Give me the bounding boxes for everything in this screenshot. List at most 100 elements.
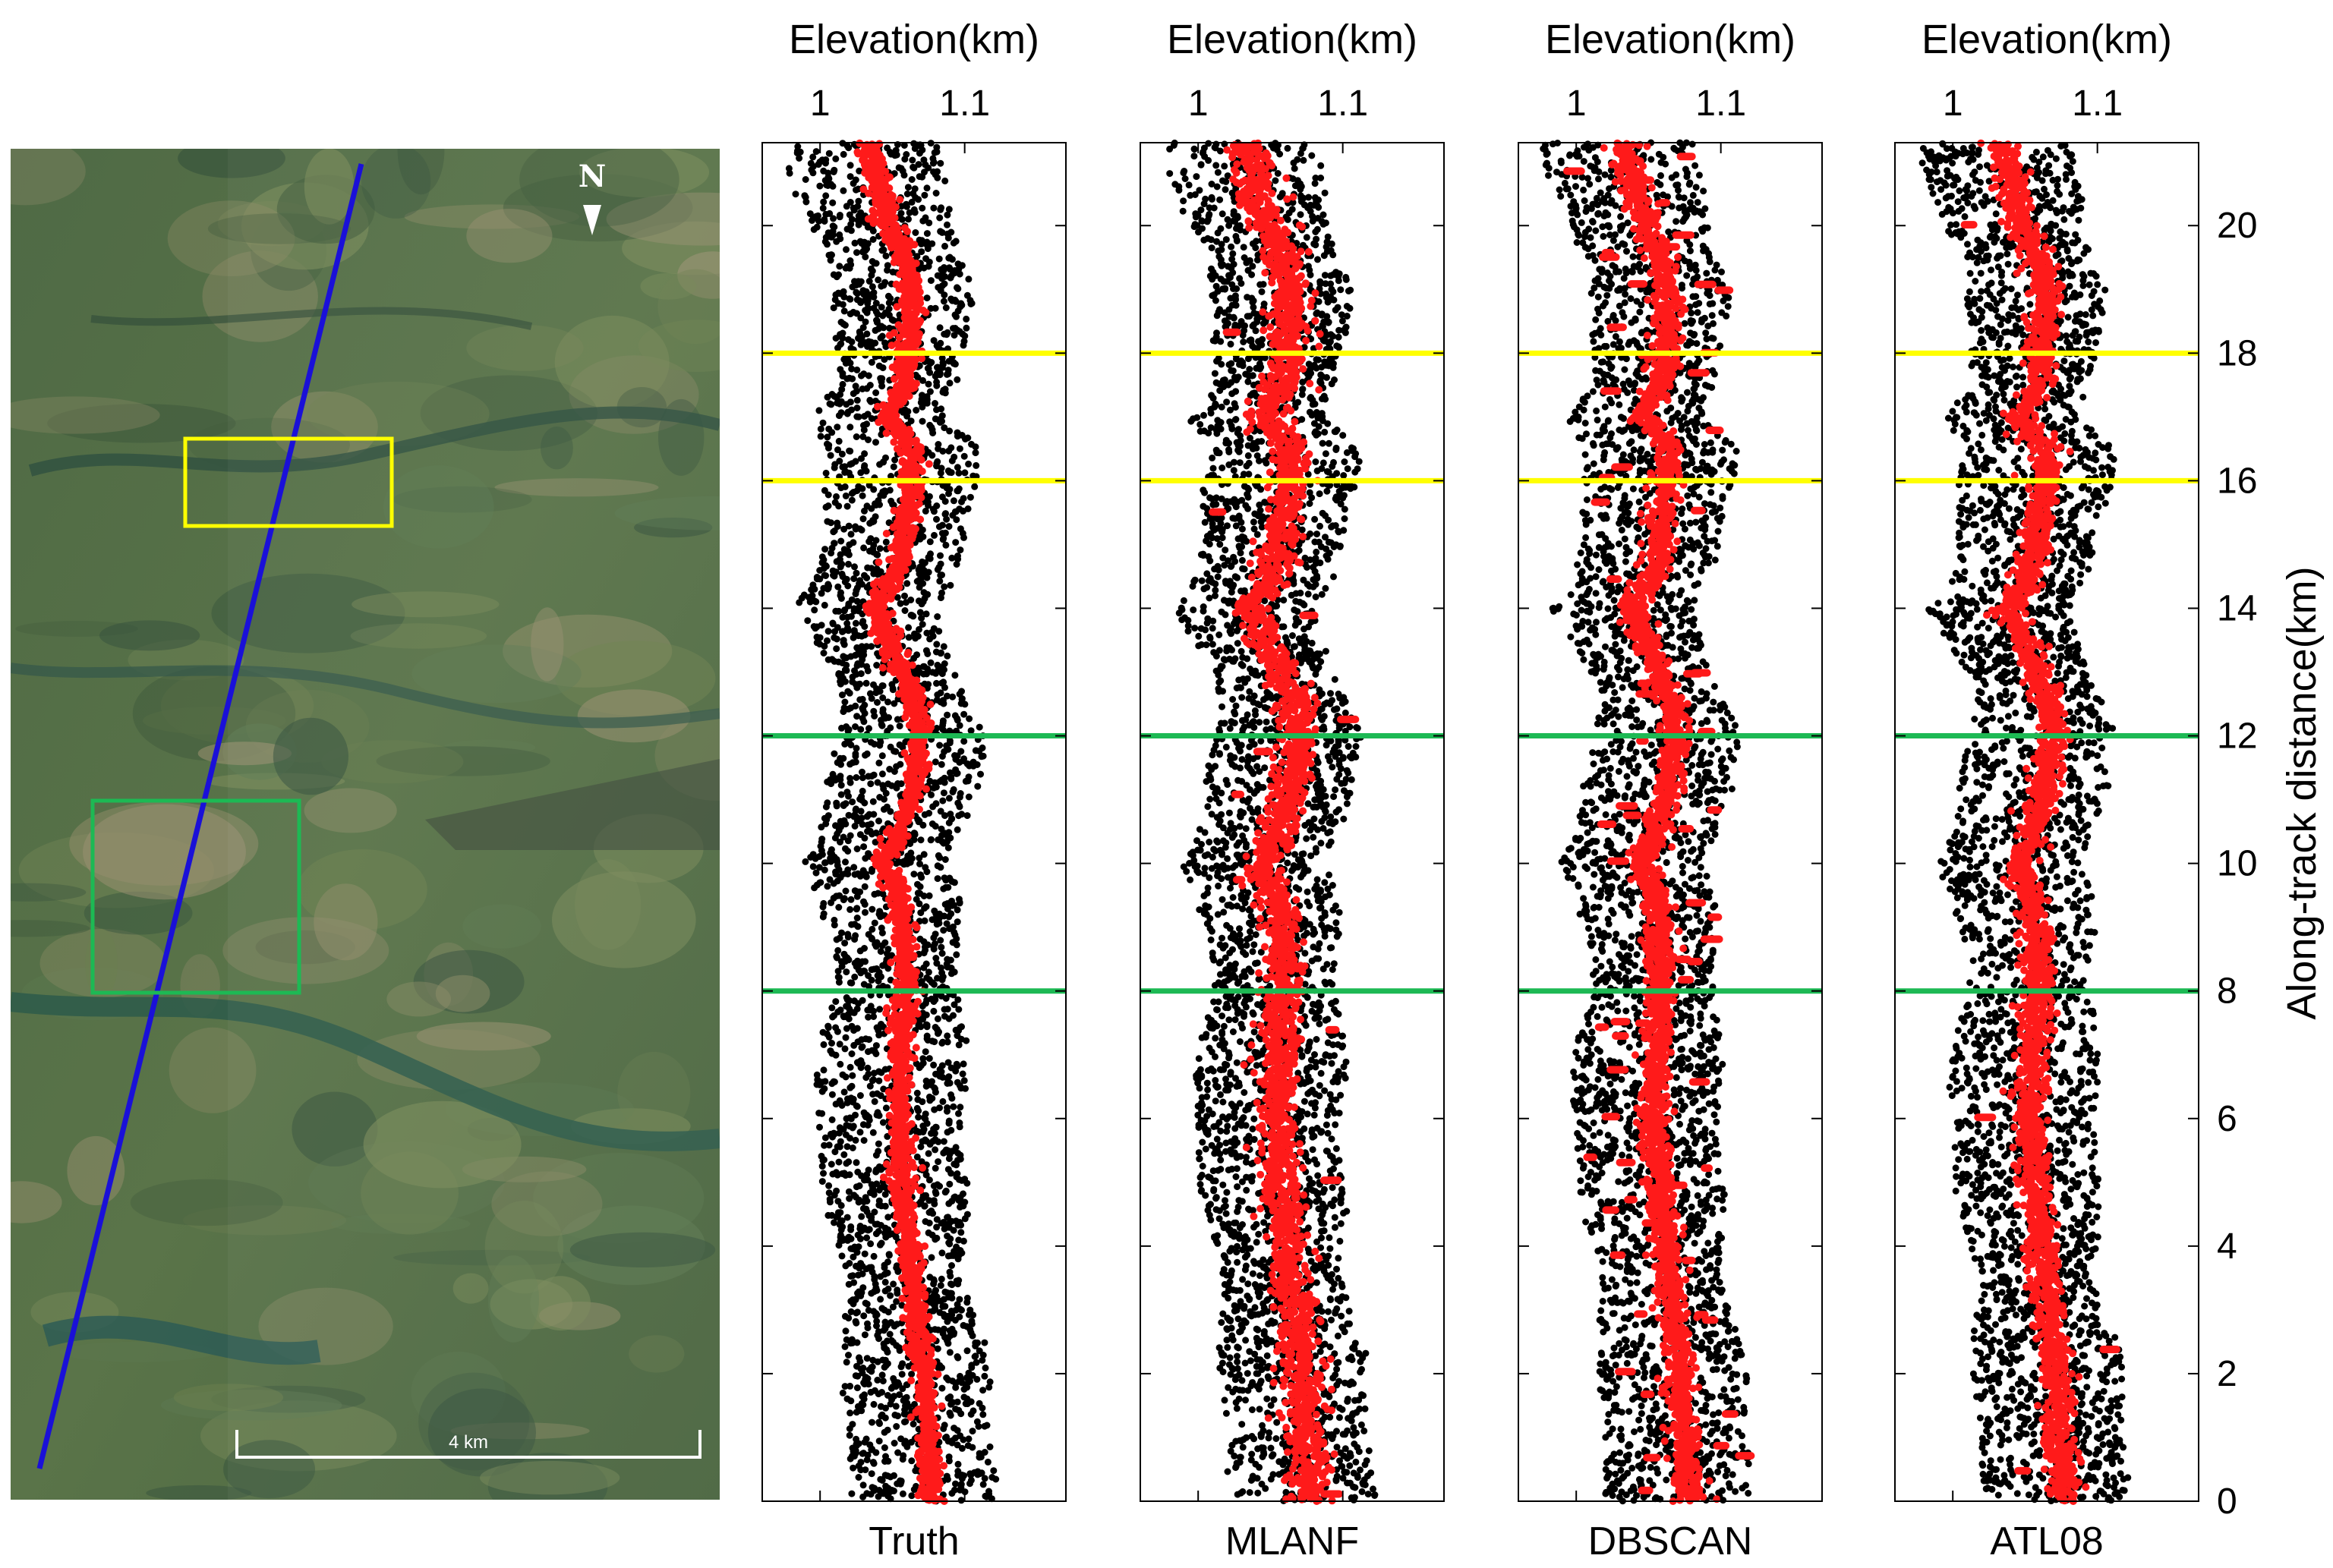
map-texture-patch: [450, 1422, 590, 1440]
map-texture-patch: [11, 920, 90, 937]
map-texture-patch: [39, 928, 166, 998]
map-texture-patch: [411, 644, 582, 704]
x-tick-label: 1: [1943, 83, 1963, 124]
map-texture-patch: [314, 883, 378, 961]
map-texture-patch: [222, 917, 389, 984]
map-texture-patch: [577, 689, 691, 743]
map-texture-patch: [304, 149, 355, 225]
map-texture-patch: [404, 204, 579, 229]
map-texture-patch: [484, 1201, 564, 1294]
river: [90, 307, 533, 330]
map-texture-patch: [533, 1153, 705, 1244]
panel-label: ATL08: [1990, 1519, 2103, 1563]
map-texture-patch: [15, 621, 138, 637]
map-texture-patch: [11, 883, 87, 902]
panel-label: DBSCAN: [1588, 1519, 1753, 1563]
map-texture-patch: [211, 573, 405, 653]
x-axis-title: Elevation(km): [789, 17, 1039, 62]
map-texture-patch: [273, 717, 348, 795]
map-texture-patch: [397, 149, 445, 195]
y-tick-label: 6: [2217, 1099, 2237, 1139]
x-axis-title: Elevation(km): [1167, 17, 1417, 62]
scale-bar: 4 km: [235, 1430, 701, 1459]
north-arrow-icon: [583, 205, 601, 235]
map-texture-patch: [569, 1232, 716, 1267]
map-texture-patch: [462, 904, 541, 949]
x-axis-title: Elevation(km): [1922, 17, 2172, 62]
satellite-map: N 4 km: [11, 149, 720, 1500]
river: [28, 406, 720, 477]
map-texture-patch: [491, 1171, 603, 1236]
river: [42, 1315, 321, 1365]
map-texture-patch: [352, 591, 500, 618]
map-texture-patch: [47, 404, 236, 443]
map-texture-patch: [363, 1100, 522, 1189]
map-texture-patch: [393, 1249, 591, 1266]
y-tick-label: 0: [2217, 1481, 2237, 1522]
river: [11, 992, 720, 1151]
light-overlay: [228, 149, 720, 1500]
map-texture-patch: [435, 974, 490, 1012]
plot-frame: [1518, 142, 1823, 1502]
map-texture-patch: [130, 1179, 283, 1226]
x-tick-label: 1.1: [1317, 83, 1368, 124]
map-texture-patch: [530, 1276, 591, 1331]
scale-bar-label: 4 km: [449, 1432, 488, 1453]
plot-frame: [761, 142, 1067, 1502]
map-texture-patch: [614, 496, 720, 531]
north-arrow: N: [579, 159, 607, 235]
map-texture-patch: [416, 1022, 551, 1051]
map-texture-patch: [321, 740, 464, 784]
map-texture-patch: [292, 1091, 378, 1167]
y-tick-label: 20: [2217, 206, 2257, 246]
x-tick-label: 1: [1566, 83, 1587, 124]
map-texture: [11, 149, 720, 1500]
map-texture-patch: [67, 1135, 125, 1206]
map-texture-patch: [466, 325, 584, 371]
plot-frame: [1894, 142, 2199, 1502]
right-axis-title: Along-track distance(km): [2279, 566, 2325, 1019]
map-texture-patch: [271, 391, 378, 463]
map-texture-patch: [11, 1181, 62, 1223]
map-texture-patch: [487, 1453, 608, 1500]
x-tick-label: 1.1: [2072, 83, 2123, 124]
map-texture-patch: [84, 891, 193, 935]
map-texture-patch: [531, 607, 564, 682]
x-tick-label: 1.1: [1695, 83, 1746, 124]
map-texture-patch: [554, 315, 670, 409]
map-texture-patch: [197, 741, 292, 766]
map-texture-patch: [443, 739, 536, 755]
map-texture-patch: [11, 396, 160, 434]
map-texture-patch: [606, 192, 720, 246]
panel-dbscan: 1 1.1 Elevation(km) DBSCAN: [1518, 17, 1823, 1563]
map-texture-patch: [200, 1400, 397, 1472]
map-texture-patch: [307, 381, 490, 446]
map-texture-patch: [83, 804, 246, 900]
map-texture-patch: [207, 213, 351, 244]
map-texture-patch: [350, 623, 487, 649]
panel-label: Truth: [869, 1519, 959, 1563]
map-texture-patch: [99, 620, 200, 651]
river: [11, 663, 720, 729]
north-label: N: [579, 159, 607, 194]
y-tick-label: 12: [2217, 716, 2257, 757]
green-highlight-box: [90, 798, 301, 995]
map-texture-patch: [361, 149, 431, 219]
map-texture-patch: [634, 518, 713, 538]
map-texture-patch: [640, 272, 697, 300]
map-texture-patch: [480, 1460, 620, 1495]
y-tick-label: 18: [2217, 333, 2257, 373]
map-texture-patch: [11, 149, 86, 206]
map-texture-patch: [411, 1352, 506, 1433]
panel-label: MLANF: [1225, 1519, 1359, 1563]
y-tick-label: 2: [2217, 1354, 2237, 1394]
y-tick-label: 4: [2217, 1226, 2237, 1267]
x-tick-label: 1: [1188, 83, 1209, 124]
map-texture-patch: [376, 746, 550, 776]
y-tick-label: 14: [2217, 588, 2257, 628]
map-texture-patch: [579, 149, 710, 198]
map-texture-patch: [657, 269, 720, 345]
map-texture-patch: [552, 871, 696, 968]
scatter-panels: 1 1.1 Elevation(km) Truth 1 1.1 Elevation(km) M…: [761, 17, 2257, 1563]
